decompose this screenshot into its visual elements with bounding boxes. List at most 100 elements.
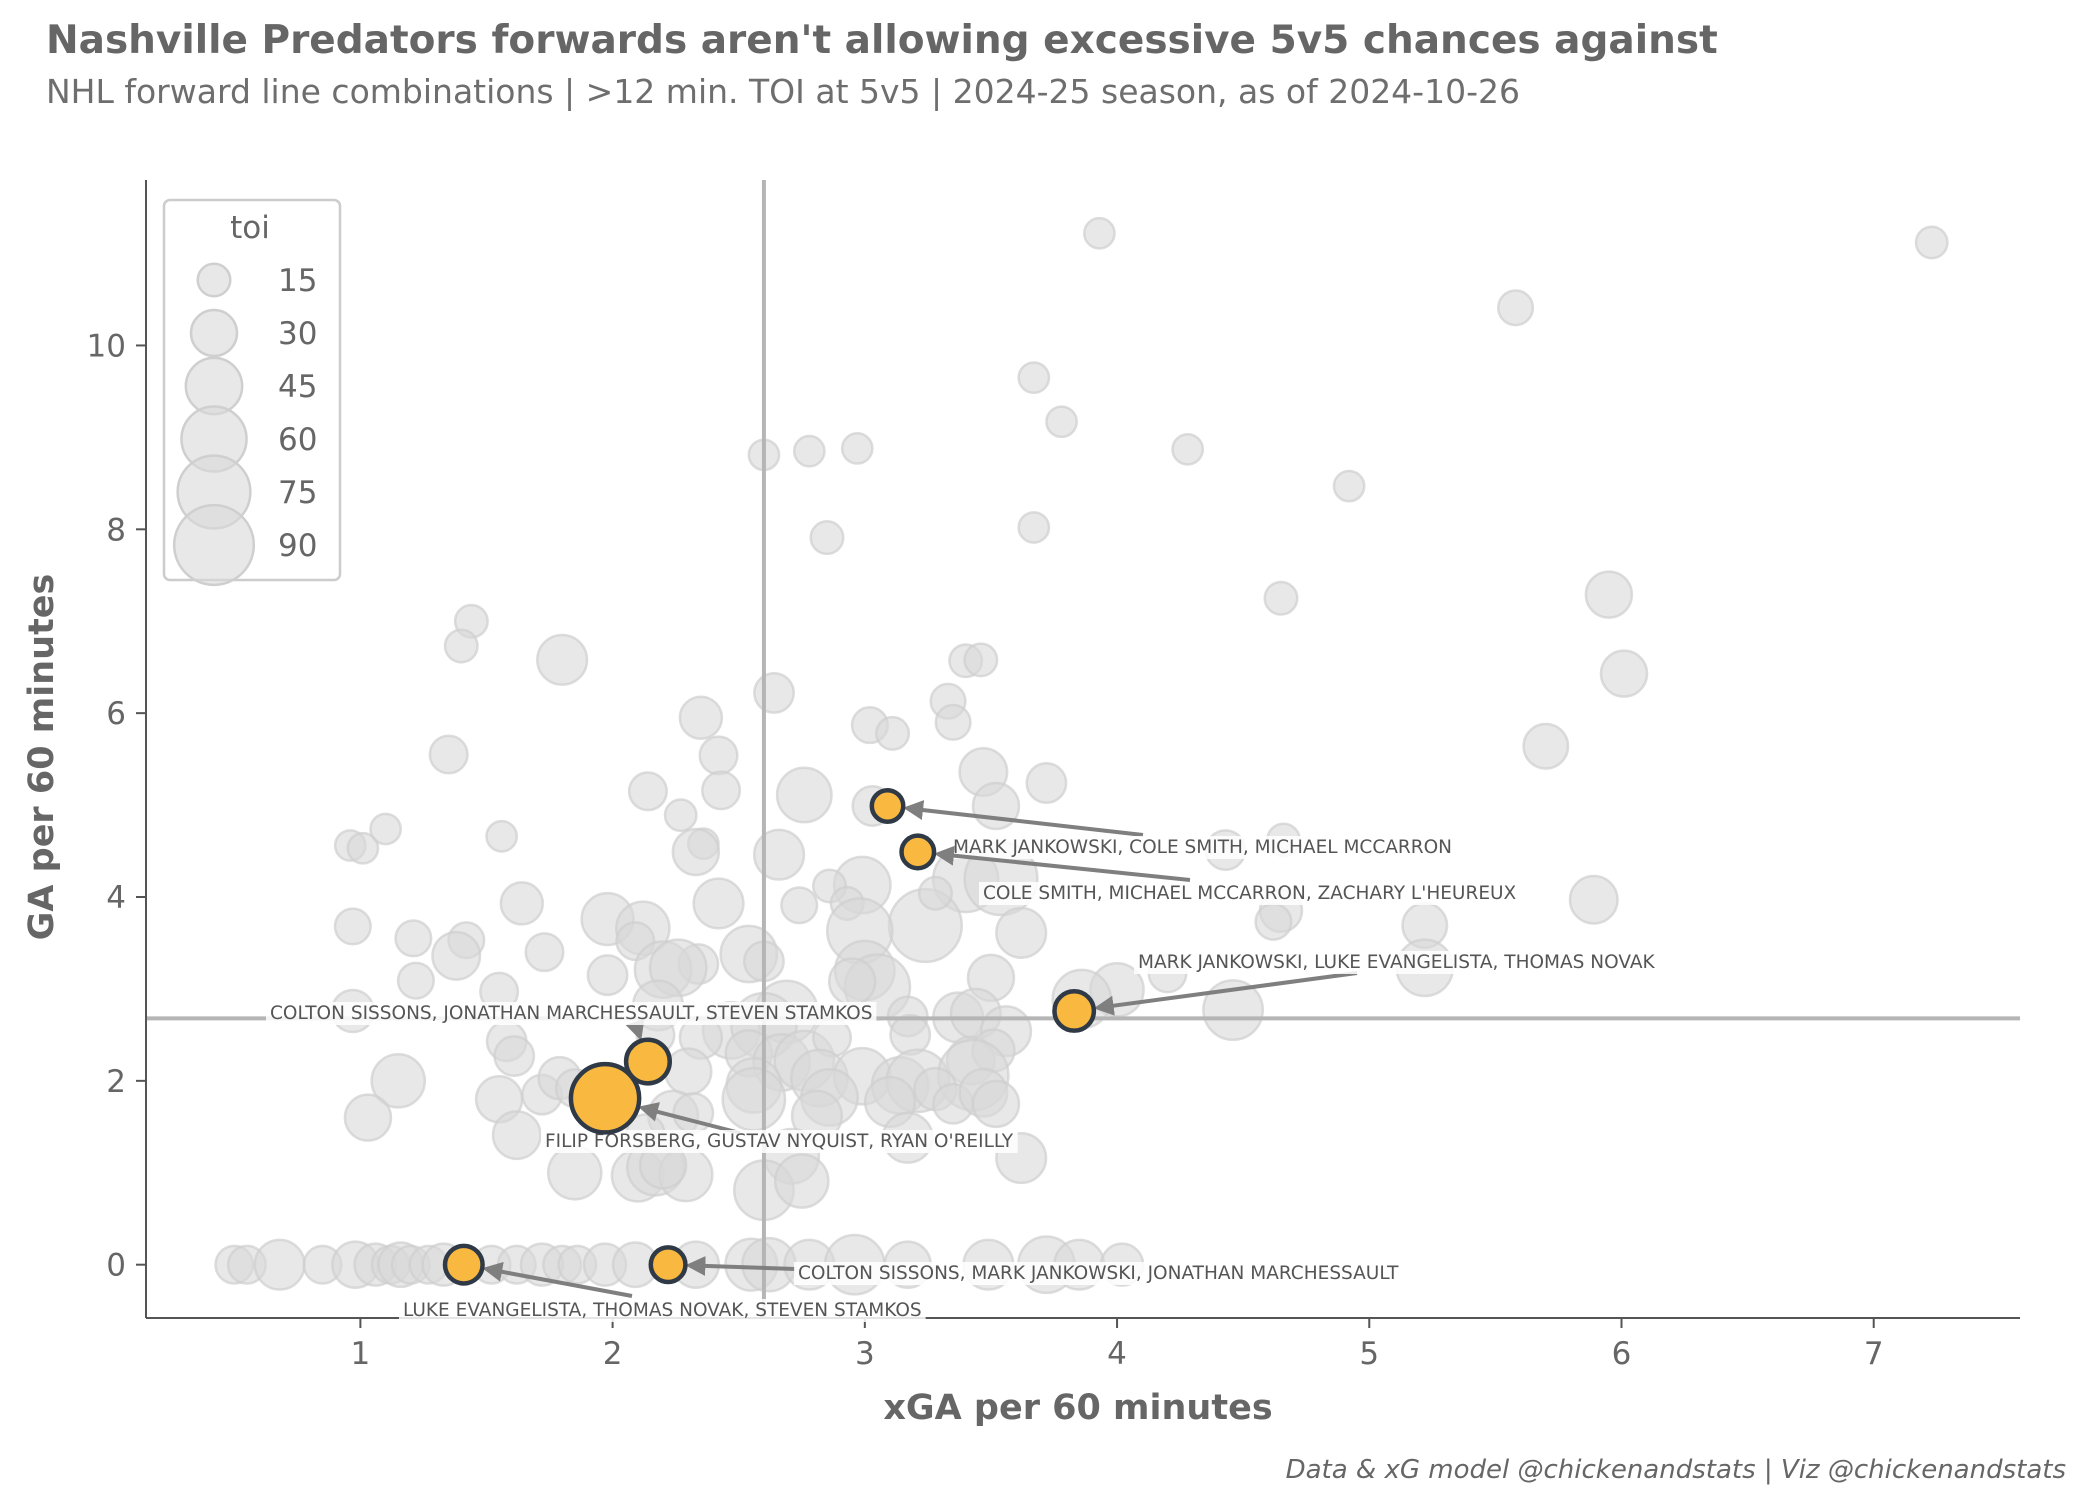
- data-point: [827, 957, 877, 1006]
- data-point: [721, 1066, 787, 1132]
- annotation-background: [979, 882, 1521, 905]
- data-point: [485, 819, 519, 853]
- x-tick-label: 5: [1359, 1336, 1379, 1372]
- data-point: [773, 1153, 830, 1209]
- legend-label: 15: [278, 263, 317, 299]
- legend-title: toi: [230, 210, 270, 246]
- highlighted-point: [623, 1037, 672, 1086]
- x-tick-label: 4: [1107, 1336, 1127, 1372]
- data-point: [889, 1013, 932, 1056]
- data-point: [346, 831, 380, 865]
- data-point: [1332, 469, 1366, 503]
- data-point: [1263, 580, 1299, 616]
- annotation-label: MARK JANKOWSKI, COLE SMITH, MICHAEL MCCA…: [953, 837, 1452, 858]
- highlighted-point: [442, 1243, 485, 1286]
- annotation-label: LUKE EVANGELISTA, THOMAS NOVAK, STEVEN S…: [403, 1300, 922, 1321]
- data-point: [343, 1093, 393, 1142]
- data-point: [394, 919, 433, 958]
- chart-title: Nashville Predators forwards aren't allo…: [46, 18, 1718, 63]
- x-tick-label: 3: [855, 1336, 875, 1372]
- annotation-background: [266, 1002, 877, 1025]
- data-point: [443, 628, 479, 664]
- legend-label: 75: [278, 475, 317, 511]
- data-point: [875, 715, 911, 751]
- data-point: [1584, 570, 1634, 619]
- y-tick-label: 0: [106, 1248, 126, 1284]
- data-point: [396, 961, 435, 1000]
- data-point: [701, 770, 742, 811]
- annotation-arrow: [1093, 971, 1358, 1016]
- data-point: [499, 881, 545, 926]
- annotation-arrow: [625, 1018, 645, 1041]
- annotation-background: [949, 836, 1457, 859]
- annotation-arrow: [903, 800, 1144, 837]
- data-point: [698, 735, 739, 776]
- highlighted-points: MARK JANKOWSKI, COLE SMITH, MICHAEL MCCA…: [266, 788, 1660, 1322]
- data-point: [753, 671, 795, 714]
- annotation-background: [1134, 951, 1660, 974]
- data-point: [917, 875, 953, 911]
- y-tick-label: 6: [106, 696, 126, 732]
- highlighted-point: [648, 1245, 688, 1285]
- x-axis-label: xGA per 60 minutes: [883, 1388, 1272, 1428]
- annotation-background: [541, 1130, 1018, 1153]
- annotation-label: FILIP FORSBERG, GUSTAV NYQUIST, RYAN O'R…: [545, 1131, 1014, 1152]
- legend-marker: [189, 308, 239, 358]
- background-points: [214, 216, 1949, 1296]
- data-point: [536, 633, 589, 686]
- credit-note: Data & xG model @chickenandstats | Viz @…: [1285, 1455, 2066, 1485]
- annotation-background: [794, 1262, 1404, 1285]
- data-point: [369, 812, 403, 846]
- data-point: [663, 798, 698, 833]
- x-tick-label: 6: [1612, 1336, 1632, 1372]
- data-point: [971, 1079, 1021, 1129]
- highlighted-point: [568, 1061, 642, 1135]
- data-point: [934, 703, 972, 741]
- y-tick-label: 2: [106, 1064, 126, 1100]
- data-point: [1496, 289, 1535, 327]
- data-point: [1017, 511, 1051, 544]
- annotation-label: COLTON SISSONS, MARK JANKOWSKI, JONATHAN…: [798, 1263, 1399, 1284]
- data-point: [840, 432, 874, 465]
- data-point: [792, 434, 826, 468]
- data-point: [1599, 649, 1649, 698]
- data-point: [428, 734, 469, 775]
- legend-label: 45: [278, 369, 317, 405]
- data-point: [1045, 405, 1078, 439]
- data-point: [671, 827, 721, 877]
- data-point: [370, 1053, 427, 1109]
- data-point: [431, 930, 482, 981]
- x-tick-label: 7: [1864, 1336, 1884, 1372]
- annotation-label: COLTON SISSONS, JONATHAN MARCHESSAULT, S…: [270, 1003, 872, 1024]
- data-point: [672, 1092, 715, 1134]
- y-tick-label: 8: [106, 512, 126, 548]
- x-tick-label: 1: [351, 1336, 371, 1372]
- data-point: [493, 1035, 536, 1077]
- annotation-label: COLE SMITH, MICHAEL MCCARRON, ZACHARY L'…: [983, 883, 1517, 904]
- annotation-label: MARK JANKOWSKI, LUKE EVANGELISTA, THOMAS…: [1138, 952, 1655, 973]
- data-point: [1202, 979, 1265, 1042]
- annotation-arrow: [482, 1261, 633, 1298]
- highlighted-point: [869, 788, 906, 824]
- y-axis-label: GA per 60 minutes: [22, 574, 62, 941]
- data-point: [692, 877, 745, 930]
- legend-label: 90: [278, 528, 317, 564]
- data-point: [780, 886, 819, 925]
- data-point: [524, 932, 565, 973]
- legend-label: 60: [278, 422, 317, 458]
- legend-label: 30: [278, 316, 317, 352]
- data-point: [1914, 225, 1949, 260]
- data-point: [1254, 902, 1293, 941]
- y-tick-label: 4: [106, 880, 126, 916]
- data-point: [664, 1047, 713, 1096]
- y-tick-label: 10: [87, 328, 126, 364]
- data-point: [253, 1238, 306, 1291]
- data-point: [775, 766, 833, 824]
- data-point: [1025, 762, 1068, 804]
- data-point: [963, 642, 999, 678]
- reference-lines: [146, 180, 2020, 1318]
- x-tick-label: 2: [603, 1336, 623, 1372]
- data-point: [333, 907, 372, 946]
- data-point: [995, 906, 1048, 959]
